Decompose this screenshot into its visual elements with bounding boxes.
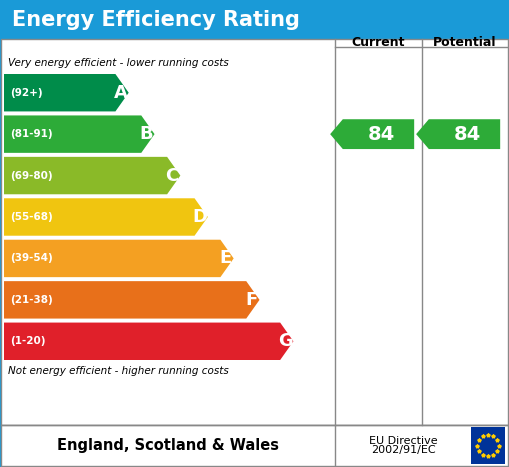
Polygon shape (4, 281, 260, 318)
Text: B: B (139, 125, 153, 143)
Text: 84: 84 (454, 125, 481, 144)
Polygon shape (4, 74, 129, 112)
Text: (92+): (92+) (10, 88, 43, 98)
Text: C: C (165, 167, 179, 184)
Text: A: A (114, 84, 127, 102)
Text: Current: Current (352, 36, 405, 50)
Text: (21-38): (21-38) (10, 295, 53, 305)
Text: England, Scotland & Wales: England, Scotland & Wales (57, 438, 279, 453)
Text: EU Directive: EU Directive (369, 436, 437, 446)
Polygon shape (4, 323, 293, 360)
Text: Potential: Potential (433, 36, 496, 50)
Text: Not energy efficient - higher running costs: Not energy efficient - higher running co… (8, 366, 229, 376)
Polygon shape (330, 119, 414, 149)
Polygon shape (4, 198, 208, 236)
Bar (1, 425, 508, 466)
Polygon shape (4, 115, 155, 153)
Text: G: G (278, 333, 293, 350)
Text: Very energy efficient - lower running costs: Very energy efficient - lower running co… (8, 58, 229, 68)
Text: (55-68): (55-68) (10, 212, 53, 222)
Text: Energy Efficiency Rating: Energy Efficiency Rating (12, 10, 300, 30)
Text: (69-80): (69-80) (10, 170, 52, 181)
Polygon shape (4, 157, 180, 194)
Bar (1, 39, 508, 425)
Text: (1-20): (1-20) (10, 336, 45, 347)
Polygon shape (4, 240, 234, 277)
Bar (471, 427, 505, 464)
Bar (1, 1, 508, 39)
Text: 84: 84 (367, 125, 395, 144)
Text: F: F (245, 291, 258, 309)
Polygon shape (416, 119, 500, 149)
Text: 2002/91/EC: 2002/91/EC (371, 446, 435, 455)
Text: D: D (192, 208, 207, 226)
Text: E: E (219, 249, 232, 268)
Text: (81-91): (81-91) (10, 129, 52, 139)
Text: (39-54): (39-54) (10, 254, 53, 263)
